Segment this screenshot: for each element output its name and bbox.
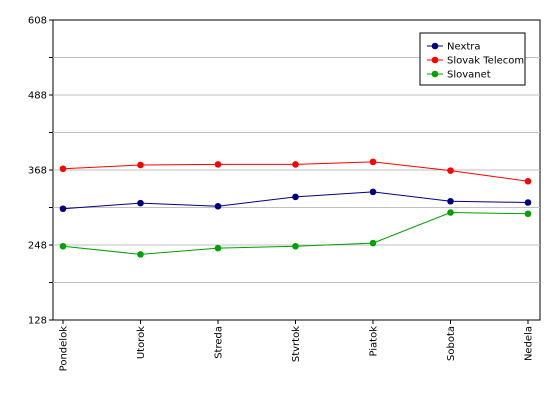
legend-label-slovanet: Slovanet: [447, 70, 491, 81]
legend: Nextra Slovak Telecom Slovanet: [419, 32, 526, 86]
x-tick-label: Utorok: [136, 326, 147, 359]
data-point-slovanet: [137, 251, 144, 258]
data-point-slovanet: [369, 239, 377, 247]
data-point-nextra: [524, 199, 532, 206]
x-tick-label: Pondelok: [59, 326, 70, 372]
data-point-slovak-telecom: [292, 161, 299, 168]
series-group: [59, 158, 532, 258]
x-tick-label: Nedela: [524, 326, 535, 361]
y-tick-label: 608: [28, 16, 47, 27]
y-tick-label: 248: [28, 241, 47, 252]
data-point-slovanet: [524, 210, 532, 218]
y-tick-label: 488: [28, 91, 47, 102]
data-point-slovak-telecom: [524, 177, 532, 185]
data-point-nextra: [292, 193, 299, 201]
y-tick-label: 368: [28, 166, 47, 177]
x-tick-label: Piatok: [369, 326, 380, 357]
data-point-slovak-telecom: [447, 167, 454, 174]
legend-label-nextra: Nextra: [447, 42, 481, 53]
data-point-slovak-telecom: [214, 161, 222, 168]
data-point-nextra: [59, 205, 67, 213]
legend-marker-slovak-telecom: [431, 56, 439, 64]
x-tick-label: Streda: [214, 326, 225, 359]
data-point-slovak-telecom: [369, 158, 377, 166]
legend-label-slovak-telecom: Slovak Telecom: [447, 56, 524, 67]
y-tick-label: 128: [28, 316, 47, 327]
x-tick-label: Stvrtok: [291, 326, 302, 362]
data-point-nextra: [137, 199, 144, 207]
data-point-slovanet: [214, 244, 222, 252]
data-point-slovanet: [59, 242, 67, 250]
y-axis: 128 248 368 488 608: [28, 16, 53, 327]
data-point-slovak-telecom: [137, 161, 144, 169]
x-axis: Pondelok Utorok Streda Stvrtok Piatok Sobota N…: [59, 320, 535, 371]
legend-marker-slovanet: [431, 70, 439, 78]
legend-marker-nextra: [431, 42, 439, 50]
data-point-nextra: [369, 188, 377, 196]
data-point-slovanet: [292, 242, 299, 250]
data-point-slovanet: [447, 209, 454, 216]
data-point-slovak-telecom: [59, 165, 67, 173]
data-point-nextra: [214, 202, 222, 210]
x-tick-label: Sobota: [446, 326, 457, 361]
data-point-nextra: [447, 197, 454, 205]
